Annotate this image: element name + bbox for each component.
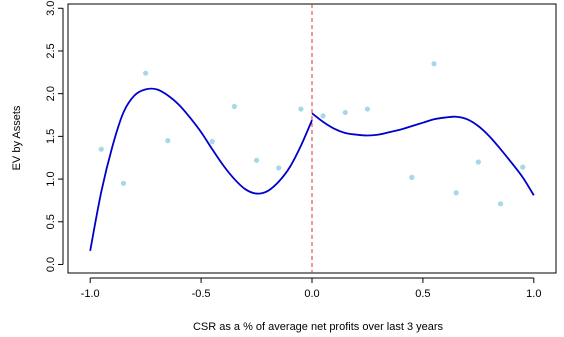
data-point	[209, 138, 215, 145]
x-tick-label: 1.0	[526, 288, 541, 300]
data-point	[98, 146, 104, 152]
y-axis-title: EV by Assets	[11, 105, 23, 170]
data-point	[276, 165, 282, 171]
data-point	[320, 113, 326, 119]
data-points	[98, 61, 526, 207]
data-point	[120, 180, 127, 186]
y-tick-label: 2.0	[45, 86, 57, 101]
y-tick-label: 0.5	[45, 214, 57, 229]
y-tick-label: 2.5	[45, 43, 57, 58]
y-tick-label: 1.0	[45, 171, 57, 186]
fit-curve-right	[311, 112, 535, 196]
y-axis: 0.0 0.5 1.0 1.5 2.0 2.5 3.0	[45, 1, 64, 272]
data-point	[409, 174, 415, 180]
fit-curve-left	[89, 87, 313, 251]
x-tick-label: 0.0	[304, 288, 319, 300]
data-point	[253, 157, 260, 163]
x-tick-label: -1.0	[81, 288, 100, 300]
data-point	[453, 190, 459, 196]
y-tick-label: 0.0	[45, 257, 57, 272]
data-point	[520, 164, 526, 170]
data-point	[165, 138, 171, 144]
y-tick-label: 1.5	[45, 129, 57, 144]
data-point	[298, 106, 304, 112]
data-point	[475, 159, 481, 165]
data-point	[143, 70, 149, 76]
x-tick-label: 0.5	[415, 288, 430, 300]
data-point	[497, 201, 504, 207]
x-axis-title: CSR as a % of average net profits over l…	[193, 321, 444, 333]
data-point	[342, 109, 348, 116]
y-tick-label: 3.0	[45, 1, 57, 16]
data-point	[364, 106, 371, 112]
data-point	[231, 103, 237, 110]
x-tick-label: -0.5	[192, 288, 211, 300]
x-axis: -1.0 -0.5 0.0 0.5 1.0	[81, 277, 541, 300]
data-point	[431, 61, 437, 67]
